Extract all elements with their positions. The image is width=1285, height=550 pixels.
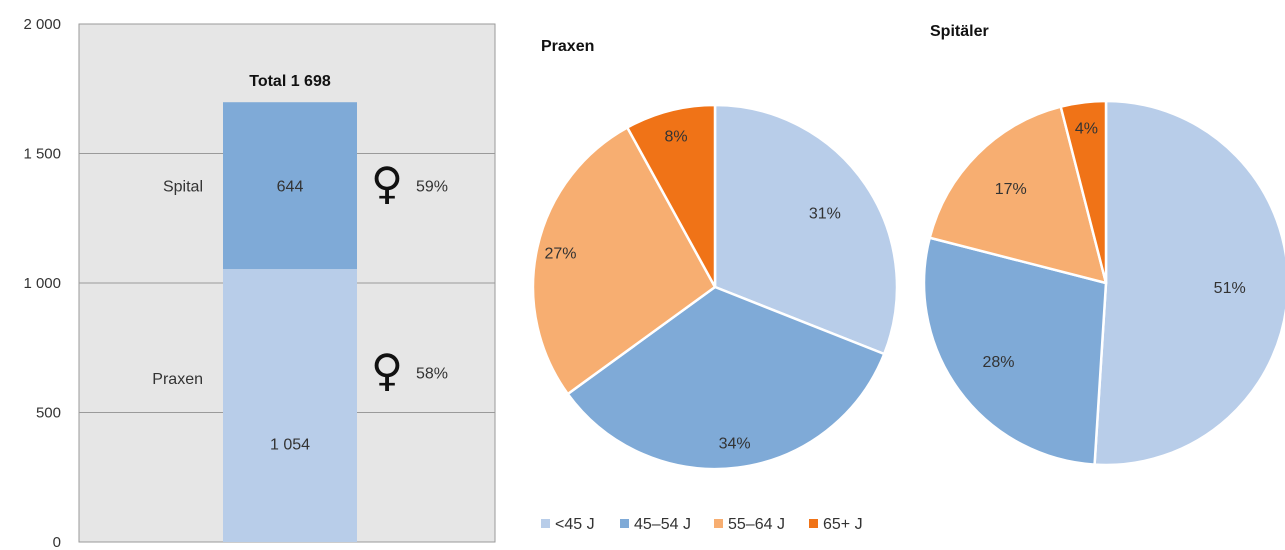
- bar-value-label: 1 054: [270, 437, 310, 454]
- y-tick-label: 1 500: [23, 146, 61, 163]
- bar-value-label: 644: [277, 179, 304, 196]
- y-tick-label: 0: [53, 534, 61, 550]
- bar-series-label: Spital: [163, 179, 203, 196]
- pie-title: Praxen: [541, 38, 594, 55]
- legend-swatch: [714, 519, 723, 528]
- pie-value-label: 8%: [665, 128, 688, 145]
- pie-value-label: 31%: [809, 205, 841, 222]
- female-share-label: 58%: [416, 366, 448, 383]
- legend: <45 J 45–54 J 55–64 J 65+ J: [541, 516, 863, 533]
- legend-label: 45–54 J: [634, 516, 691, 533]
- female-share-label: 59%: [416, 179, 448, 196]
- pie-slice: [1059, 99, 1108, 285]
- y-tick-label: 2 000: [23, 16, 61, 33]
- female-icon: ♀: [371, 346, 403, 397]
- pie-value-label: 34%: [719, 435, 751, 452]
- pie-slice: [922, 236, 1108, 466]
- legend-label: <45 J: [555, 516, 595, 533]
- pie-slice: [713, 103, 899, 356]
- female-icon: ♀: [371, 159, 403, 210]
- bar-segment-spital: [223, 102, 357, 270]
- legend-label: 65+ J: [823, 516, 863, 533]
- bar-total-label: Total 1 698: [249, 73, 331, 90]
- legend-swatch: [541, 519, 550, 528]
- pie-chart-praxen: Praxen 31% 34% 27% 8%: [531, 38, 899, 471]
- legend-swatch: [809, 519, 818, 528]
- stacked-bar-chart: 0 500 1 000 1 500 2 000 1 054 Praxen ♀ 58% 644 Spi…: [23, 16, 496, 550]
- bar-segment-praxen: [223, 269, 357, 542]
- y-tick-label: 500: [36, 405, 61, 422]
- legend-swatch: [620, 519, 629, 528]
- pie-slice: [626, 103, 717, 289]
- y-tick-label: 1 000: [23, 275, 61, 292]
- pie-slice: [566, 285, 886, 471]
- bar-series-label: Praxen: [152, 371, 203, 388]
- pie-value-label: 28%: [982, 354, 1014, 371]
- pie-value-label: 27%: [544, 245, 576, 262]
- pie-slice: [928, 105, 1108, 285]
- pie-value-label: 4%: [1075, 121, 1098, 138]
- pie-slice: [1093, 99, 1285, 467]
- pie-value-label: 51%: [1214, 280, 1246, 297]
- legend-label: 55–64 J: [728, 516, 785, 533]
- pie-value-label: 17%: [995, 181, 1027, 198]
- pie-slice: [531, 126, 717, 396]
- pie-title: Spitäler: [930, 23, 989, 40]
- pie-chart-spitaeler: Spitäler 51% 28% 17% 4%: [922, 23, 1285, 467]
